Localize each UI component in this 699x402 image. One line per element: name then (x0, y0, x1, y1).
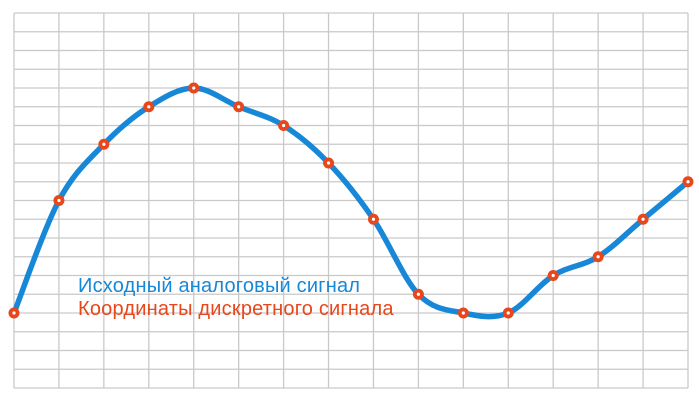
discrete-sample-dots (8, 82, 694, 319)
sample-dot-center (641, 217, 645, 221)
legend-discrete-signal-label: Координаты дискретного сигнала (78, 298, 394, 321)
sample-dot-center (326, 161, 331, 165)
sample-dot-center (102, 142, 106, 146)
sample-dot-center (506, 311, 510, 315)
sample-dot-center (416, 292, 420, 296)
grid-lines (13, 12, 689, 389)
sample-dot-center (461, 311, 465, 315)
sample-dot-center (282, 123, 286, 128)
sample-dot-center (12, 311, 16, 315)
sample-dot-center (686, 180, 690, 184)
sample-dot-center (147, 105, 151, 109)
sample-dot-center (596, 255, 600, 259)
chart-legend: Исходный аналоговый сигнал Координаты ди… (78, 275, 394, 322)
sample-dot-center (371, 217, 376, 221)
sample-dot-center (551, 273, 555, 278)
sample-dot-center (57, 198, 61, 203)
legend-analog-signal-label: Исходный аналоговый сигнал (78, 275, 361, 297)
sample-dot-center (237, 105, 241, 109)
sample-dot-center (192, 86, 196, 90)
